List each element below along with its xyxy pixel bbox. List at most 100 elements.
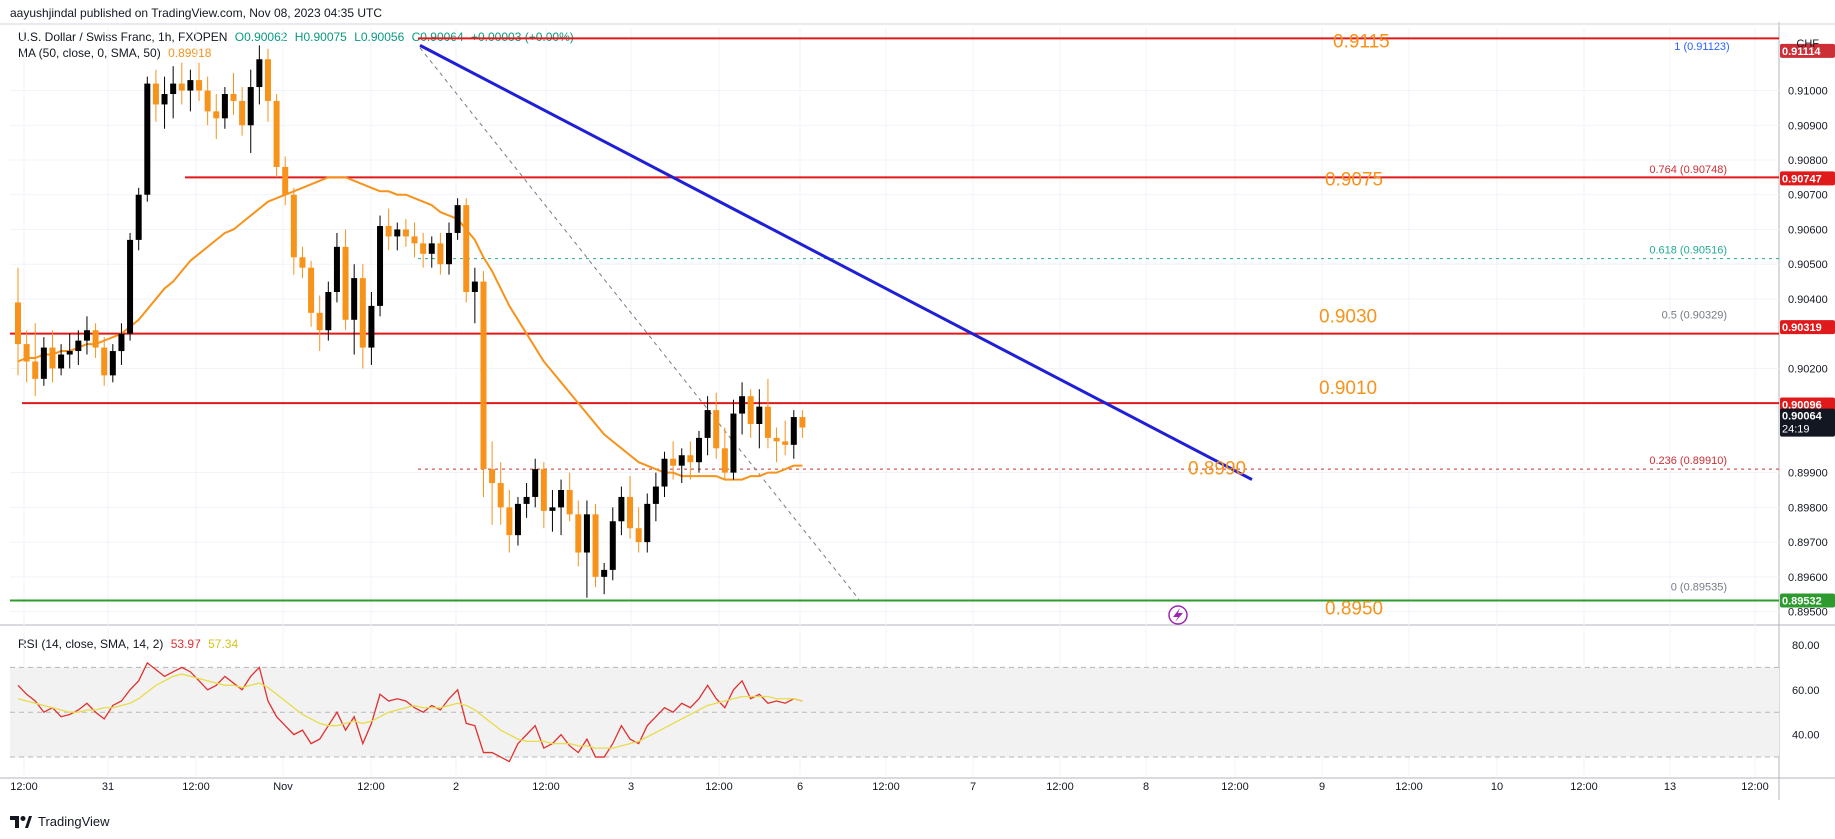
rsi-tick-label: 60.00 xyxy=(1792,685,1820,697)
candle-down xyxy=(713,410,720,449)
price-tick-label: 0.89600 xyxy=(1788,572,1828,584)
price-tick-label: 0.89800 xyxy=(1788,502,1828,514)
time-tick-label: 9 xyxy=(1319,781,1325,793)
candle-down xyxy=(627,496,634,529)
candle-up xyxy=(40,347,47,379)
price-tick-label: 0.91000 xyxy=(1788,86,1828,98)
candle-down xyxy=(799,417,806,428)
rsi-ma-value: 57.34 xyxy=(208,637,239,651)
candle-up xyxy=(135,194,142,240)
time-tick-label: 12:00 xyxy=(1046,781,1074,793)
candle-up xyxy=(678,455,685,466)
ma-label[interactable]: MA (50, close, 0, SMA, 50) xyxy=(18,46,161,60)
candle-down xyxy=(290,194,297,258)
candle-down xyxy=(196,80,203,91)
rsi-line xyxy=(17,661,803,763)
last-price-tag: 0.90064 xyxy=(1782,411,1823,423)
time-tick-label: 8 xyxy=(1143,781,1149,793)
last-price-tag-bg xyxy=(1780,408,1835,437)
price-tick-label: 0.90400 xyxy=(1788,294,1828,306)
candle-down xyxy=(566,490,573,515)
tradingview-brand[interactable]: TradingView xyxy=(10,814,110,829)
candle-down xyxy=(463,205,470,292)
candle-down xyxy=(264,59,271,101)
candle-up xyxy=(351,278,358,320)
candle-up xyxy=(118,333,125,352)
price-tick-label: 0.90600 xyxy=(1788,224,1828,236)
candle-down xyxy=(299,257,306,268)
candle-up xyxy=(601,569,608,577)
candle-down xyxy=(489,469,496,484)
fib-5-label: 0.5 (0.90329) xyxy=(1662,310,1727,322)
symbol-title[interactable]: U.S. Dollar / Swiss Franc, 1h, FXOPEN xyxy=(18,30,228,44)
candle-down xyxy=(687,455,694,463)
lightning-event-icon[interactable] xyxy=(1168,605,1188,625)
candle-up xyxy=(109,351,116,376)
high-value: H0.90075 xyxy=(294,30,347,44)
lightning-bolt-icon xyxy=(1173,608,1183,622)
time-tick-label: 12:00 xyxy=(872,781,900,793)
tradingview-logo-icon xyxy=(10,815,32,828)
descending-trendline[interactable] xyxy=(419,44,1253,481)
candle-up xyxy=(609,521,616,570)
time-tick-label: 7 xyxy=(970,781,976,793)
price-tag-9031-bg xyxy=(1780,320,1835,335)
price-tag-support: 0.89532 xyxy=(1782,595,1822,607)
candle-up xyxy=(368,305,375,348)
candle-up xyxy=(221,94,228,119)
rsi-value: 53.97 xyxy=(170,637,201,651)
level-label-9030: 0.9030 xyxy=(1319,307,1377,328)
rsi-label[interactable]: RSI (14, close, SMA, 14, 2) xyxy=(18,637,164,651)
time-tick-label: 13 xyxy=(1664,781,1676,793)
candle-down xyxy=(575,514,582,553)
candle-up xyxy=(247,87,254,126)
candle-up xyxy=(428,243,435,254)
time-tick-label: 12:00 xyxy=(1221,781,1249,793)
price-tick-label: 0.90900 xyxy=(1788,120,1828,132)
close-value: C0.90064 xyxy=(411,30,464,44)
price-tag-9075-bg xyxy=(1780,171,1835,186)
price-tick-label: 0.90700 xyxy=(1788,190,1828,202)
candle-down xyxy=(359,278,366,348)
rsi-legend: RSI (14, close, SMA, 14, 2) 53.97 57.34 xyxy=(18,637,242,651)
price-tick-label: 0.89700 xyxy=(1788,537,1828,549)
candle-up xyxy=(644,503,651,543)
price-tag-9010-bg xyxy=(1780,397,1835,412)
price-tag-9075: 0.90747 xyxy=(1782,173,1822,185)
candle-down xyxy=(721,448,728,473)
fib-236-label: 0.236 (0.89910) xyxy=(1649,455,1727,467)
candle-up xyxy=(161,94,168,105)
rsi-tick-label: 40.00 xyxy=(1792,730,1820,742)
rsi-ma-line xyxy=(17,673,803,749)
candle-down xyxy=(92,330,99,348)
fib-diagonal xyxy=(419,47,860,600)
time-tick-label: Nov xyxy=(273,781,293,793)
candle-up xyxy=(523,496,530,504)
candle-down xyxy=(773,437,780,442)
candle-down xyxy=(411,236,418,244)
candle-up xyxy=(333,246,340,292)
price-tick-label: 0.89500 xyxy=(1788,607,1828,619)
candle-up xyxy=(58,354,65,369)
price-tick-label: 0.90200 xyxy=(1788,363,1828,375)
candle-up xyxy=(583,514,590,553)
ma-legend: MA (50, close, 0, SMA, 50) 0.89918 xyxy=(18,46,215,60)
candle-up xyxy=(127,239,134,334)
candle-down xyxy=(402,229,409,237)
candle-up xyxy=(704,410,711,438)
level-label-9115: 0.9115 xyxy=(1333,31,1390,52)
candle-down xyxy=(23,344,30,362)
price-tick-label: 0.89900 xyxy=(1788,468,1828,480)
candle-down xyxy=(497,483,504,508)
level-label-8950: 0.8950 xyxy=(1325,599,1383,620)
candle-down xyxy=(385,226,392,237)
candle-up xyxy=(618,496,625,522)
candle-down xyxy=(152,83,159,105)
price-tag-top-bg xyxy=(1780,43,1835,58)
candle-down xyxy=(308,267,315,313)
candle-down xyxy=(282,166,289,195)
candle-up xyxy=(558,490,565,508)
time-tick-label: 12:00 xyxy=(532,781,560,793)
fib-1-label: 1 (0.91123) xyxy=(1674,41,1729,53)
